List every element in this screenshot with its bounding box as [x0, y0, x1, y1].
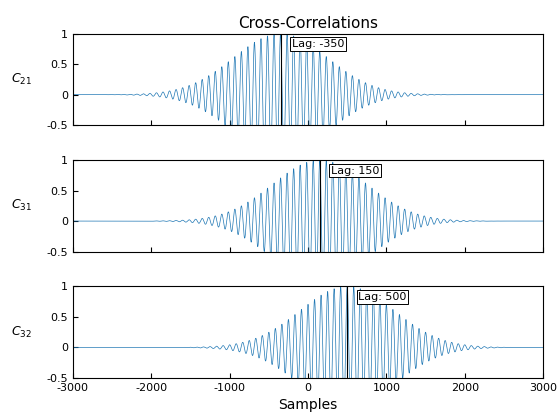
- Y-axis label: $C_{32}$: $C_{32}$: [11, 325, 32, 340]
- Y-axis label: $C_{31}$: $C_{31}$: [11, 198, 32, 213]
- Text: Lag: 500: Lag: 500: [358, 292, 407, 302]
- X-axis label: Samples: Samples: [278, 399, 338, 412]
- Y-axis label: $C_{21}$: $C_{21}$: [11, 72, 32, 87]
- Text: Lag: -350: Lag: -350: [292, 39, 344, 49]
- Title: Cross-Correlations: Cross-Correlations: [238, 16, 378, 31]
- Text: Lag: 150: Lag: 150: [331, 165, 379, 176]
